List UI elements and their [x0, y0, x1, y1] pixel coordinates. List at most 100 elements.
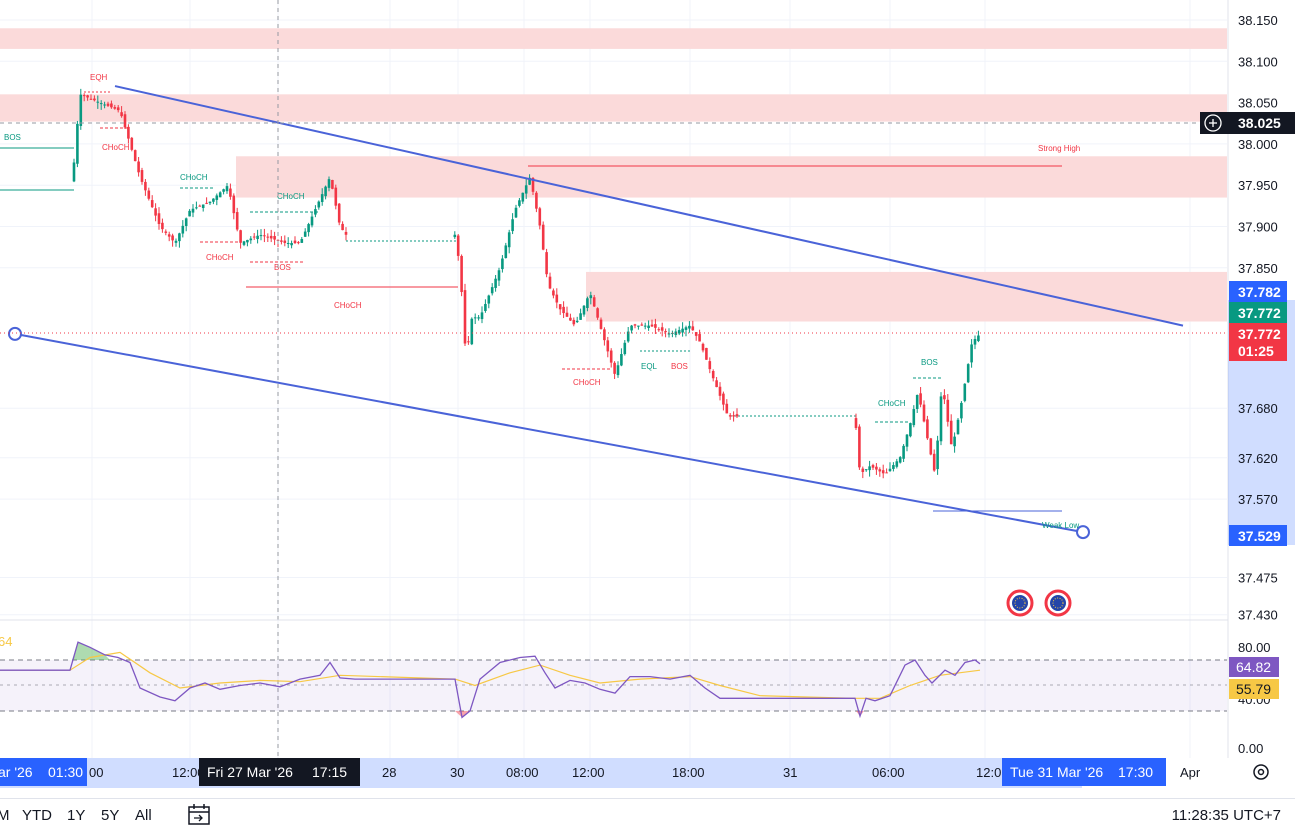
candle-body: [858, 426, 861, 468]
candle-body: [460, 255, 463, 293]
candle-body: [86, 95, 89, 98]
candle-body: [327, 179, 331, 188]
candle-body: [252, 236, 256, 238]
time-tick-label: 12:00: [572, 765, 605, 780]
time-left-edge-label: ar '26 01:30: [0, 758, 87, 786]
time-tick-label: 28: [382, 765, 396, 780]
candle-body: [341, 223, 344, 231]
svg-text:17:30: 17:30: [1118, 764, 1153, 780]
candle-body: [932, 453, 936, 471]
candle-body: [283, 240, 287, 243]
time-range-end-label: Tue 31 Mar '26 17:30: [1002, 758, 1166, 786]
candle-body: [235, 212, 239, 230]
candle-body: [144, 181, 147, 191]
candle-body: [127, 126, 130, 139]
candle-body: [620, 354, 623, 366]
candle-body: [266, 236, 270, 238]
candle-body: [290, 243, 293, 246]
svg-text:37.782: 37.782: [1238, 284, 1281, 300]
candle-body: [569, 317, 572, 321]
svg-text:01:30: 01:30: [48, 764, 83, 780]
candle-body: [654, 324, 657, 328]
candle-body: [99, 103, 103, 105]
candle-body: [898, 457, 902, 463]
range-button-ytd[interactable]: YTD: [22, 807, 52, 824]
annotation-label: CHoCH: [573, 378, 601, 387]
time-tick-label: 12:0: [976, 765, 1001, 780]
price-tick-label: 38.150: [1238, 13, 1278, 28]
candle-body: [229, 188, 232, 197]
price-axis[interactable]: 38.150 38.100 38.050 38.000 37.950 37.900 37.8…: [1200, 0, 1295, 798]
candle-body: [310, 216, 314, 226]
range-button-5y[interactable]: 5Y: [101, 807, 120, 824]
candle-body: [943, 395, 946, 400]
candle-body: [293, 240, 297, 244]
candle-body: [677, 330, 681, 334]
calendar-icon[interactable]: [186, 802, 212, 828]
candle-body: [871, 465, 875, 468]
candle-body: [147, 190, 151, 199]
supply-zones: [0, 28, 1227, 322]
channel-handle[interactable]: [8, 326, 22, 341]
candle-body: [545, 252, 548, 275]
event-icon-1[interactable]: [1006, 589, 1034, 617]
candle-body: [137, 161, 140, 173]
candle-body: [705, 347, 708, 360]
candle-body: [79, 94, 83, 126]
rsi-tick-label: 80.00: [1238, 640, 1271, 655]
candle-body: [589, 295, 593, 299]
structure-lines: [0, 91, 1062, 512]
candle-body: [324, 186, 327, 197]
candle-body: [188, 210, 191, 217]
candle-body: [113, 107, 117, 109]
supply-zone: [236, 156, 1227, 198]
clock[interactable]: 11:28:35 UTC+7: [1171, 807, 1281, 824]
candle-body: [694, 332, 698, 336]
candle-body: [208, 201, 212, 204]
svg-text:55.79: 55.79: [1236, 681, 1271, 697]
candle-body: [269, 235, 273, 239]
channel-upper-line[interactable]: [114, 85, 1184, 327]
event-icon-2[interactable]: [1044, 589, 1072, 617]
candle-body: [715, 380, 718, 388]
candle-body: [909, 423, 912, 437]
range-button-1y[interactable]: 1Y: [67, 807, 86, 824]
candle-body: [456, 235, 460, 256]
candle-body: [915, 395, 919, 409]
candle-body: [878, 469, 882, 472]
channel-lower-line[interactable]: [14, 332, 1084, 534]
time-left-edge-tail: 00: [89, 765, 103, 780]
channel-handle[interactable]: [1076, 525, 1090, 540]
candle-body: [72, 162, 76, 182]
candle-body: [467, 341, 470, 343]
rsi-oversold-fill: [455, 711, 864, 718]
candle-body: [592, 297, 596, 307]
candle-body: [178, 233, 181, 242]
candle-body: [531, 178, 535, 192]
range-button-m[interactable]: M: [0, 807, 10, 824]
candle-body: [110, 103, 113, 108]
candle-body: [263, 235, 266, 237]
candle-body: [184, 218, 188, 226]
range-button-all[interactable]: All: [135, 807, 152, 824]
time-axis[interactable]: ar '26 01:30 00 12:00 28 30 08:00 12:00 18:00…: [0, 758, 1295, 788]
time-cursor-label: Fri 27 Mar '26 17:15: [199, 758, 360, 786]
candle-body: [511, 219, 514, 232]
candle-body: [239, 230, 242, 243]
candle-body: [212, 198, 215, 202]
candle-body: [711, 371, 715, 379]
price-tick-label: 37.430: [1238, 608, 1278, 623]
candle-body: [609, 350, 613, 363]
candle-body: [888, 468, 892, 472]
candle-body: [477, 317, 480, 319]
candle-body: [725, 403, 729, 414]
candle-body: [902, 445, 905, 459]
settings-icon[interactable]: [1253, 764, 1269, 780]
annotation-label: Strong High: [1038, 144, 1080, 153]
candle-body: [735, 414, 739, 417]
trend-channel[interactable]: [8, 85, 1184, 540]
svg-text:Fri 27 Mar '26: Fri 27 Mar '26: [207, 764, 293, 780]
candle-body: [596, 308, 599, 318]
price-marker-last-down: 37.772 01:25: [1229, 323, 1287, 361]
chart-canvas[interactable]: EQH BOS CHoCH CHoCH CHoCH CHoCH BOS CHoCH CHoCH E…: [0, 0, 1295, 798]
